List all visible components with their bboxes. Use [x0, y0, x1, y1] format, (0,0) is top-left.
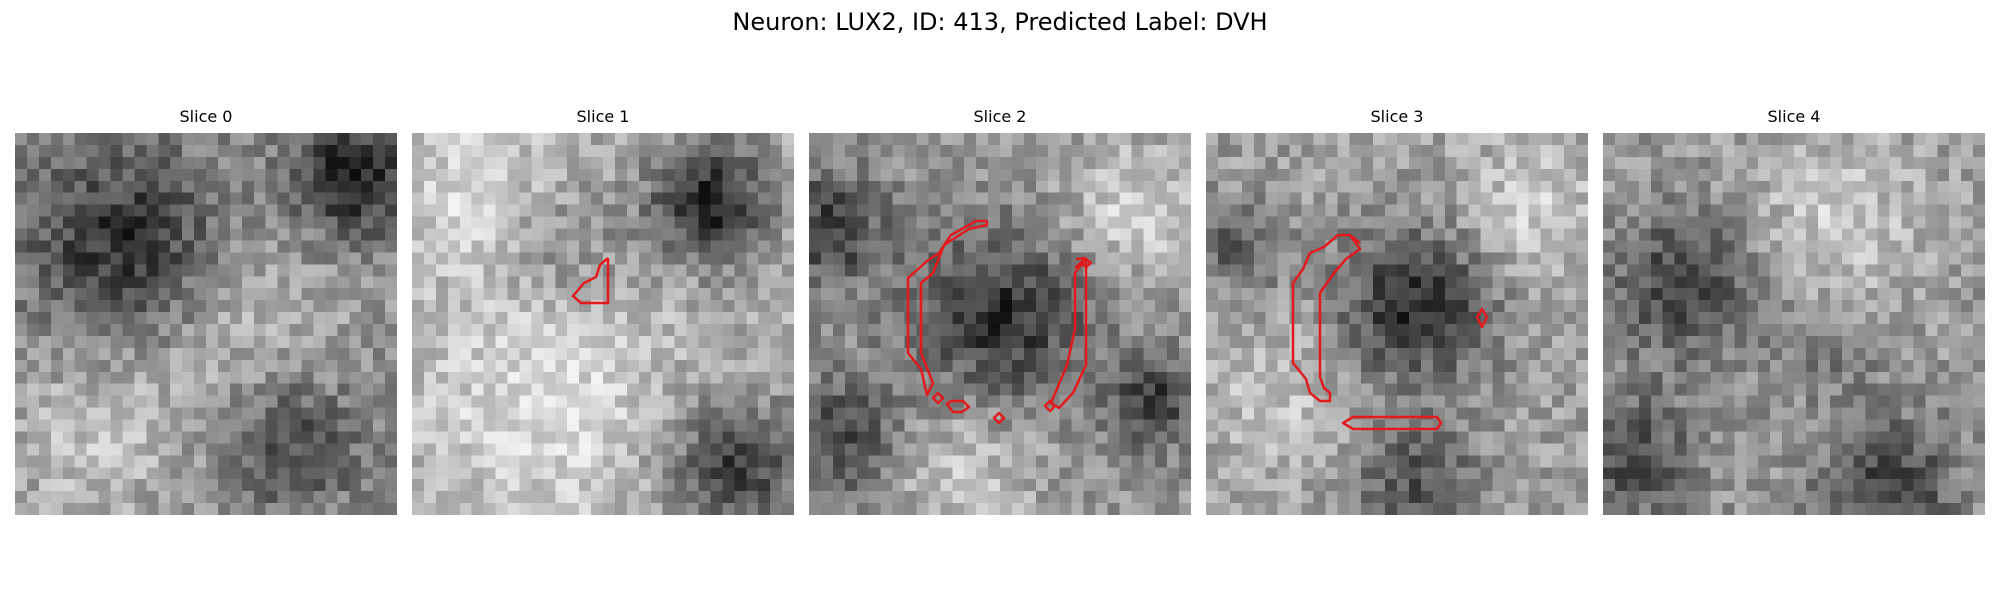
contour-line	[1341, 415, 1443, 431]
slice-title: Slice 4	[1767, 107, 1821, 126]
contour-line	[992, 411, 1006, 425]
slice-image	[15, 133, 397, 515]
slice-title: Slice 2	[973, 107, 1027, 126]
slice-image	[1206, 133, 1588, 515]
slice-image	[1603, 133, 1985, 515]
slice-title: Slice 3	[1370, 107, 1424, 126]
contour-overlay	[571, 257, 610, 305]
slice-title: Slice 0	[179, 107, 233, 126]
contour-line	[945, 399, 971, 414]
contour-line	[1475, 307, 1489, 329]
grayscale-image	[15, 133, 397, 515]
contour-line	[1075, 256, 1087, 261]
slice-image	[809, 133, 1191, 515]
grayscale-image	[412, 133, 794, 515]
slice-image	[412, 133, 794, 515]
contour-line	[1043, 399, 1057, 413]
contour-line	[931, 391, 945, 405]
contour-line	[1349, 234, 1361, 244]
contour-line	[906, 219, 989, 397]
contour-line	[571, 257, 610, 305]
figure-title: Neuron: LUX2, ID: 413, Predicted Label: …	[732, 8, 1268, 36]
slice-title: Slice 1	[576, 107, 630, 126]
contour-line	[1049, 257, 1088, 410]
grayscale-image	[1603, 133, 1985, 515]
contour-line	[1079, 257, 1093, 269]
contour-line	[1291, 233, 1362, 403]
contour-overlay	[1291, 233, 1489, 431]
grayscale-image	[809, 133, 1191, 515]
grayscale-image	[1206, 133, 1588, 515]
contour-overlay	[906, 219, 1093, 425]
